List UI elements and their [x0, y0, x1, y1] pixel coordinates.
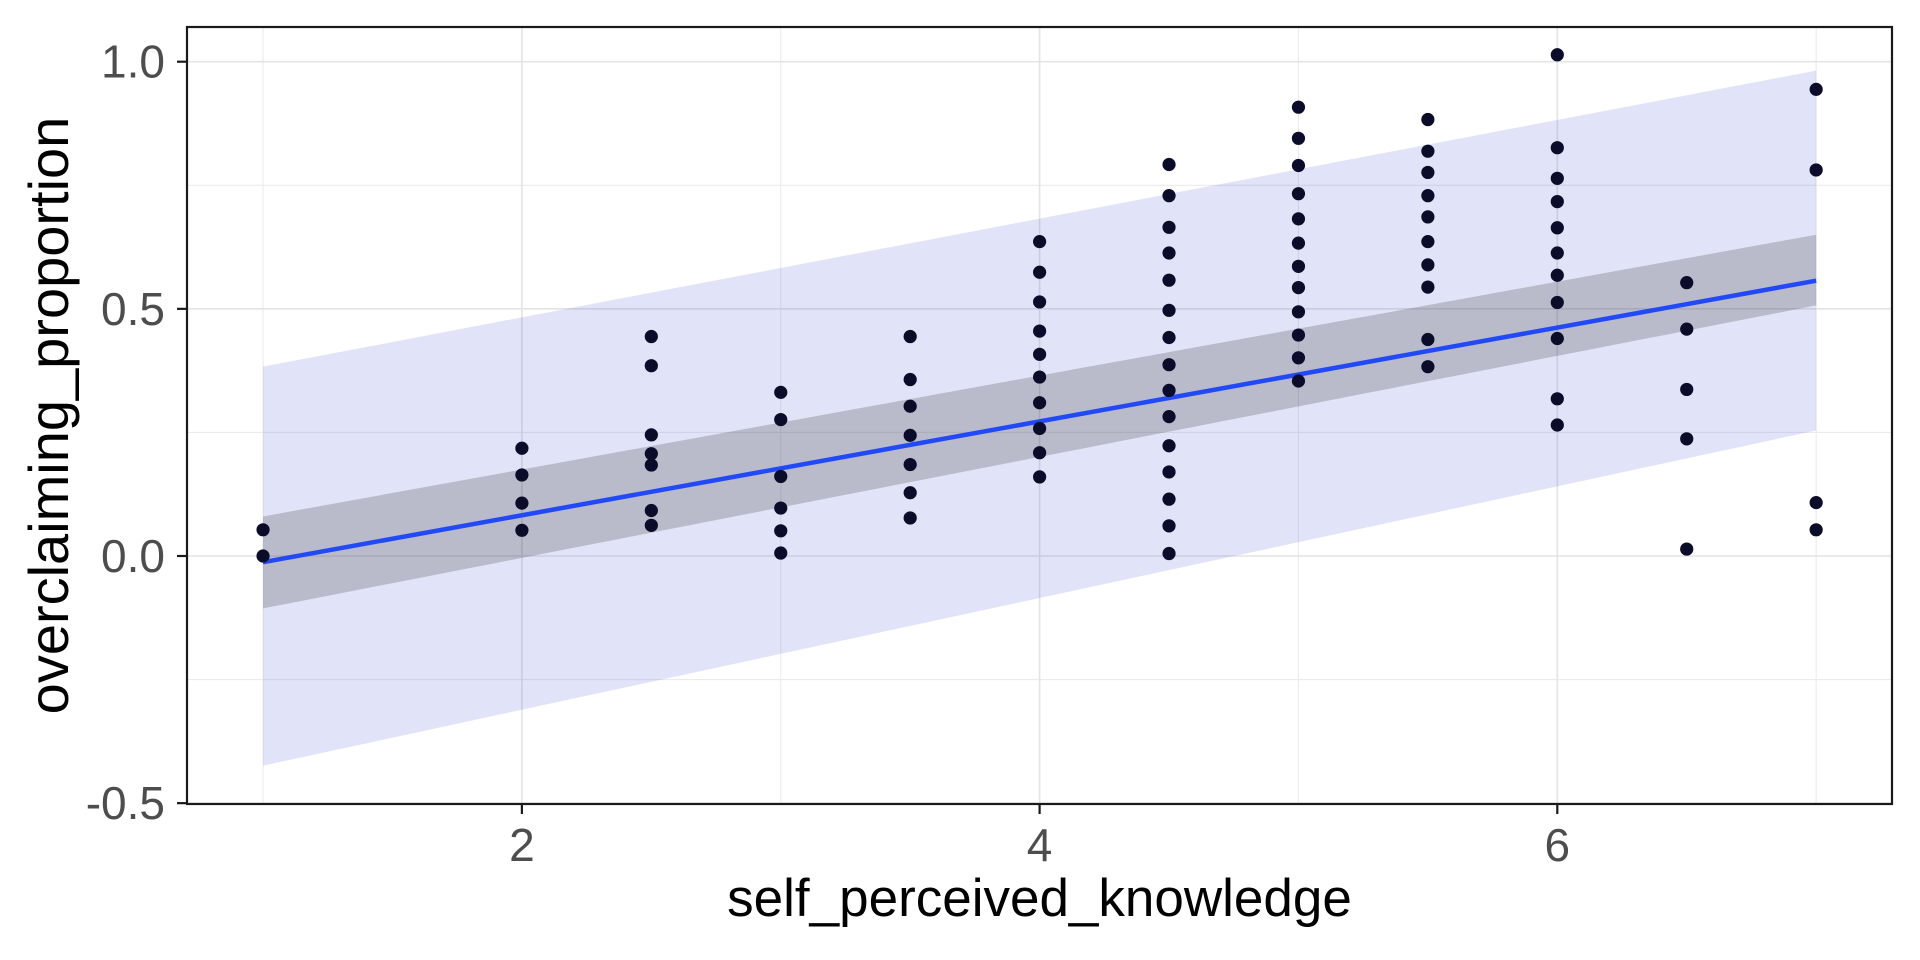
svg-text:6: 6 [1545, 819, 1571, 871]
svg-text:0.0: 0.0 [101, 530, 165, 582]
svg-text:0.5: 0.5 [101, 283, 165, 335]
svg-text:4: 4 [1027, 819, 1053, 871]
svg-text:1.0: 1.0 [101, 36, 165, 88]
svg-text:overclaiming_proportion: overclaiming_proportion [17, 117, 80, 715]
svg-text:-0.5: -0.5 [86, 777, 165, 829]
svg-text:self_perceived_knowledge: self_perceived_knowledge [727, 869, 1352, 928]
svg-text:2: 2 [509, 819, 535, 871]
